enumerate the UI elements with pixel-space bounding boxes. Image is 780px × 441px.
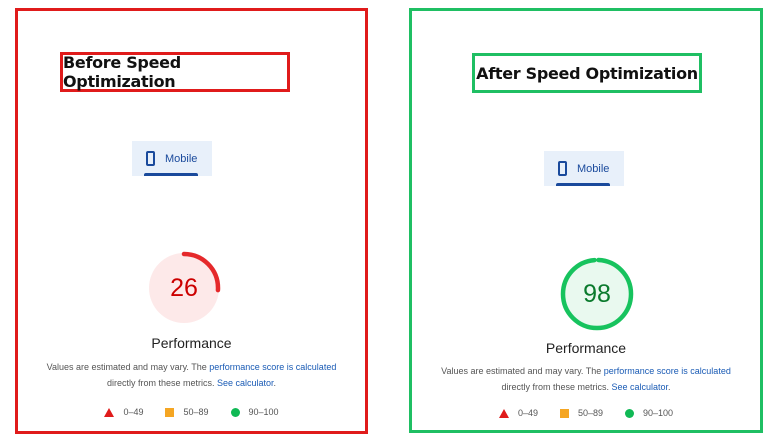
after-panel: After Speed Optimization Mobile 98 Perfo…	[409, 8, 763, 433]
gauge-ring-icon	[560, 257, 634, 331]
desc-text: .	[668, 382, 671, 392]
circle-icon	[230, 407, 240, 417]
legend-label: 0–49	[517, 408, 538, 418]
after-title: After Speed Optimization	[472, 53, 702, 93]
legend-item-pass: 90–100	[625, 408, 673, 418]
tab-label: Mobile	[577, 162, 610, 175]
square-icon	[165, 407, 175, 417]
square-icon	[559, 408, 569, 418]
tab-active-indicator	[556, 183, 610, 186]
before-panel: Before Speed Optimization Mobile 26 Perf…	[15, 8, 368, 434]
score-description: Values are estimated and may vary. The p…	[18, 359, 365, 391]
category-title: Performance	[545, 340, 627, 356]
circle-icon	[625, 408, 634, 418]
mobile-phone-icon	[558, 161, 567, 176]
score-legend: 0–49 50–89 90–100	[412, 408, 760, 418]
legend-item-pass: 90–100	[230, 407, 279, 417]
performance-score-link[interactable]: performance score is calculated	[209, 362, 337, 372]
legend-label: 50–89	[183, 407, 209, 417]
desc-text: Values are estimated and may vary. The	[441, 366, 604, 376]
score-legend: 0–49 50–89 90–100	[18, 407, 365, 417]
legend-item-fail: 0–49	[498, 408, 538, 418]
performance-score: 98	[583, 279, 611, 308]
legend-item-average: 50–89	[165, 407, 209, 417]
legend-label: 90–100	[643, 408, 674, 418]
tab-label: Mobile	[165, 152, 198, 165]
mobile-phone-icon	[146, 151, 155, 166]
tab-mobile[interactable]: Mobile	[544, 151, 624, 186]
triangle-icon	[498, 408, 509, 418]
legend-label: 90–100	[248, 407, 279, 417]
gauge-ring-icon	[147, 251, 221, 325]
legend-item-average: 50–89	[559, 408, 603, 418]
tab-mobile[interactable]: Mobile	[132, 141, 212, 176]
desc-text: directly from these metrics.	[501, 382, 612, 392]
tab-active-indicator	[144, 173, 198, 176]
legend-label: 0–49	[123, 407, 144, 417]
score-description: Values are estimated and may vary. The p…	[412, 363, 760, 395]
performance-score: 26	[170, 273, 198, 302]
desc-text: Values are estimated and may vary. The	[46, 362, 210, 372]
triangle-icon	[104, 407, 115, 417]
desc-text: .	[273, 378, 277, 388]
category-title: Performance	[151, 335, 232, 351]
before-title: Before Speed Optimization	[60, 52, 290, 92]
performance-gauge: 26	[146, 250, 222, 326]
performance-score-link[interactable]: performance score is calculated	[603, 366, 731, 376]
see-calculator-link[interactable]: See calculator	[216, 378, 274, 388]
legend-label: 50–89	[577, 408, 603, 418]
desc-text: directly from these metrics.	[106, 378, 217, 388]
see-calculator-link[interactable]: See calculator	[611, 382, 669, 392]
legend-item-fail: 0–49	[104, 407, 143, 417]
performance-gauge: 98	[559, 256, 635, 332]
